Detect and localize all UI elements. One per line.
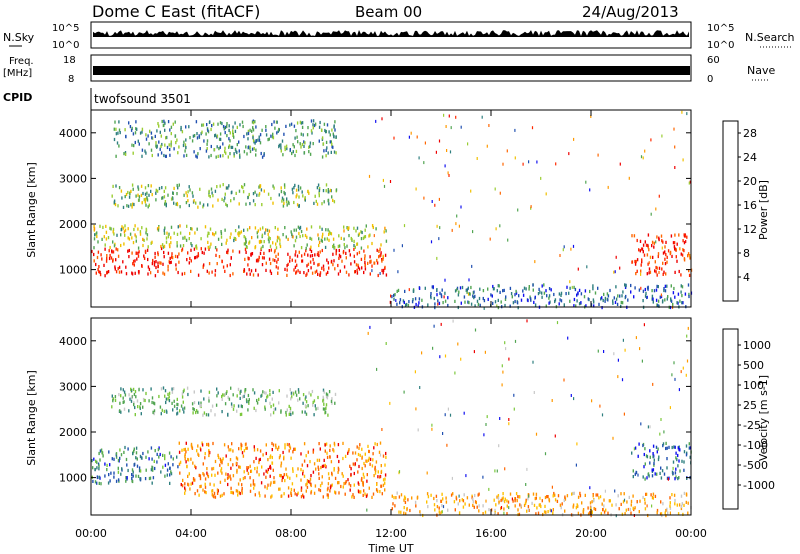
x-tick-label: 08:00 [275, 527, 307, 540]
time-axis: 00:00 04:00 08:00 12:00 16:00 20:00 00:00 [75, 527, 707, 540]
sparse-echoes [366, 319, 689, 518]
echo-region [111, 183, 338, 209]
colorbar-frame [722, 328, 739, 510]
echo-region [91, 246, 388, 278]
nsearch-label: N.Search [745, 31, 795, 44]
cpid-label: CPID [3, 91, 32, 104]
y-tick-label: 1000 [59, 472, 87, 485]
y-tick-label: 3000 [59, 172, 87, 185]
echo-region [631, 441, 692, 481]
colorbar-tick-label: 100 [743, 379, 764, 392]
time-axis-label: Time UT [367, 542, 413, 554]
header-station: Dome C East (fitACF) [92, 2, 260, 21]
freq-tick-top: 18 [63, 55, 76, 66]
y-tick-label: 1000 [59, 264, 87, 277]
echo-region [111, 386, 337, 417]
power-panel: 1000 2000 3000 4000 Slant Range [km] 4 8 12 16… [25, 109, 770, 310]
velocity-colorbar-label: Velocity [m s-1] [757, 375, 770, 461]
colorbar-tick-label: 1000 [743, 339, 771, 352]
power-colorbar-label: Power [dB] [757, 180, 770, 240]
colorbar-tick-label: 16 [743, 199, 757, 212]
header-date: 24/Aug/2013 [582, 3, 679, 21]
echo-region [93, 224, 388, 250]
colorbar-tick-label: 28 [743, 127, 757, 140]
y-tick-label: 2000 [59, 426, 87, 439]
nsky-strip: N.Sky 10^5 10^0 10^5 10^0 N.Search [3, 21, 795, 51]
colorbar-tick-label: -25 [743, 419, 761, 432]
freq-label: Freq. [9, 56, 34, 67]
nave-label: Nave [747, 64, 775, 77]
x-tick-label: 04:00 [175, 527, 207, 540]
x-tick-label: 20:00 [575, 527, 607, 540]
header-beam: Beam 00 [355, 3, 422, 21]
power-y-label: Slant Range [km] [25, 162, 38, 258]
x-tick-label: 00:00 [75, 527, 107, 540]
velocity-y-axis: 1000 2000 3000 4000 [59, 335, 691, 485]
colorbar-tick-label: 24 [743, 151, 757, 164]
velocity-colorbar: 1000 500 100 25 -25 -100 -500 -1000 [722, 328, 775, 510]
echo-region [91, 445, 179, 486]
power-y-axis: 1000 2000 3000 4000 [59, 127, 691, 277]
nsky-tick-top: 10^5 [52, 23, 79, 34]
power-colorbar: 4 8 12 16 20 24 28 [722, 120, 757, 302]
nsearch-tick-top: 10^5 [707, 23, 734, 34]
nsky-trace [93, 30, 689, 37]
colorbar-tick-label: -1000 [743, 479, 775, 492]
colorbar-frame [722, 120, 739, 302]
sparse-echoes [368, 110, 691, 310]
cpid-value: twofsound 3501 [94, 92, 191, 106]
echo-region [113, 119, 337, 159]
colorbar-tick-label: 500 [743, 359, 764, 372]
cpid-strip: CPID twofsound 3501 [3, 88, 191, 110]
x-tick-label: 00:00 [675, 527, 707, 540]
nsky-tick-bottom: 10^0 [52, 40, 79, 51]
x-tick-label: 12:00 [375, 527, 407, 540]
freq-unit: [MHz] [3, 68, 32, 79]
y-tick-label: 4000 [59, 335, 87, 348]
echo-region [178, 441, 387, 499]
velocity-data [91, 319, 692, 518]
nsearch-tick-bottom: 10^0 [707, 40, 734, 51]
nave-tick-bottom: 0 [707, 74, 713, 85]
colorbar-tick-label: 25 [743, 399, 757, 412]
echo-region [631, 233, 693, 277]
nave-tick-top: 60 [707, 55, 720, 66]
echo-region [391, 491, 692, 518]
colorbar-tick-label: 4 [743, 271, 750, 284]
freq-tick-bottom: 8 [68, 74, 74, 85]
freq-trace [93, 66, 690, 75]
colorbar-tick-label: 20 [743, 175, 757, 188]
freq-strip: Freq. [MHz] 18 8 60 0 Nave [3, 54, 775, 85]
colorbar-tick-label: 12 [743, 223, 757, 236]
power-frame [90, 109, 692, 308]
y-tick-label: 4000 [59, 127, 87, 140]
y-tick-label: 2000 [59, 218, 87, 231]
colorbar-tick-label: 8 [743, 247, 750, 260]
y-tick-label: 3000 [59, 380, 87, 393]
x-tick-label: 16:00 [475, 527, 507, 540]
velocity-panel: 1000 2000 3000 4000 Slant Range [km] 1000 50… [25, 317, 775, 554]
nsky-label: N.Sky [3, 31, 35, 44]
colorbar-tick-label: -500 [743, 459, 768, 472]
power-data [91, 110, 693, 310]
velocity-y-label: Slant Range [km] [25, 370, 38, 466]
colorbar-tick-label: -100 [743, 439, 768, 452]
